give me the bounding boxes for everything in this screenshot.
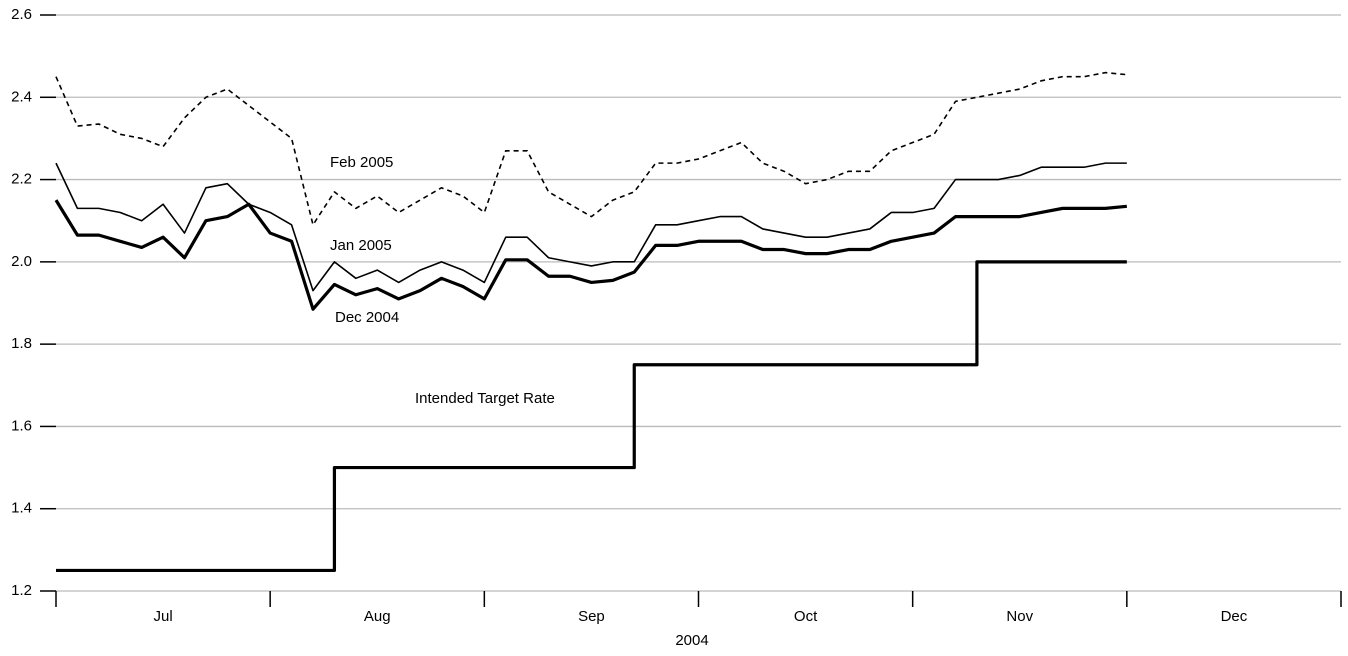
y-tick-label: 2.2: [11, 171, 32, 188]
x-tick-label: Dec: [1221, 608, 1248, 625]
x-tick-label: Oct: [794, 608, 818, 625]
series-label: Intended Target Rate: [415, 390, 555, 407]
series-line: [55, 162, 1127, 292]
y-tick-label: 2.0: [11, 253, 32, 270]
series-line: [56, 260, 1127, 573]
y-tick-label: 2.6: [11, 6, 32, 23]
series-line: [55, 71, 1127, 226]
y-tick-label: 1.2: [11, 582, 32, 599]
x-tick-label: Jul: [153, 608, 172, 625]
x-tick-label: Sep: [578, 608, 605, 625]
series-label: Jan 2005: [330, 237, 392, 254]
series-line: [54, 199, 1127, 311]
y-tick-label: 1.4: [11, 500, 32, 517]
series-label: Feb 2005: [330, 154, 393, 171]
x-axis-label: 2004: [675, 632, 708, 649]
y-tick-label: 1.8: [11, 335, 32, 352]
x-tick-label: Nov: [1006, 608, 1033, 625]
x-tick-label: Aug: [364, 608, 391, 625]
y-tick-label: 1.6: [11, 417, 32, 434]
y-tick-label: 2.4: [11, 88, 32, 105]
series-label: Dec 2004: [335, 309, 399, 326]
